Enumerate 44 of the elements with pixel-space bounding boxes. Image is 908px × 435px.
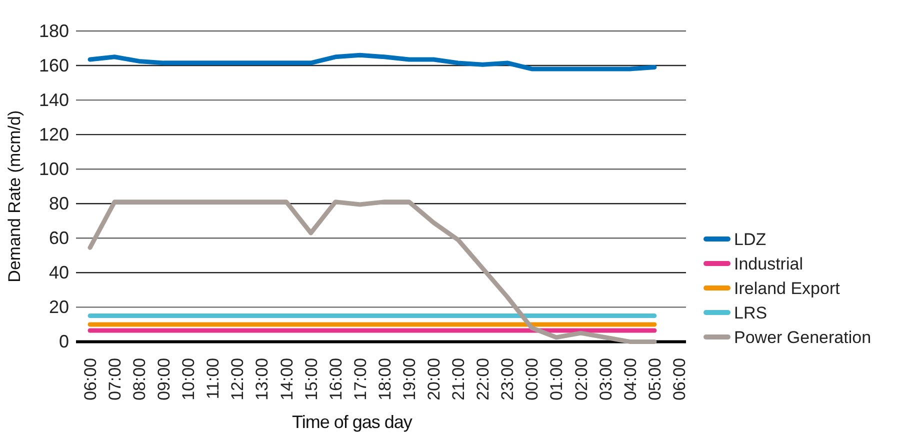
- y-tick-label: 80: [48, 193, 69, 214]
- x-tick-label: 00:00: [522, 358, 542, 400]
- x-tick-label: 17:00: [350, 358, 370, 400]
- x-tick-label: 18:00: [375, 358, 394, 400]
- line-series: [88, 200, 657, 344]
- legend-label: Ireland Export: [734, 278, 840, 298]
- x-tick-label: 19:00: [400, 358, 419, 400]
- x-tick-label: 13:00: [252, 358, 272, 400]
- y-tick-label: 20: [48, 296, 69, 317]
- y-tick-label: 120: [38, 124, 69, 144]
- y-tick-label: 40: [48, 262, 69, 282]
- x-tick-label: 21:00: [449, 358, 468, 400]
- y-tick-label: 0: [58, 331, 69, 352]
- x-tick-label: 06:00: [80, 358, 100, 400]
- legend-label: Industrial: [734, 254, 803, 274]
- y-tick-label: 140: [38, 90, 69, 110]
- x-tick-label: 15:00: [302, 358, 321, 400]
- x-tick-label: 07:00: [105, 358, 124, 400]
- y-axis-title: Demand Rate (mcm/d): [5, 110, 24, 282]
- x-tick-label: 16:00: [326, 358, 346, 400]
- y-tick-label: 180: [38, 20, 69, 41]
- line-series: [88, 52, 657, 72]
- x-tick-label: 10:00: [179, 358, 198, 400]
- y-tick-label: 100: [38, 158, 69, 179]
- x-tick-label: 03:00: [596, 358, 616, 400]
- legend-label: LDZ: [734, 230, 766, 249]
- x-tick-label: 11:00: [204, 358, 223, 400]
- x-tick-label: 20:00: [424, 358, 444, 400]
- y-tick-label: 160: [38, 55, 69, 76]
- x-tick-label: 22:00: [474, 358, 493, 400]
- x-tick-label: 05:00: [645, 358, 664, 400]
- x-axis-title: Time of gas day: [292, 412, 412, 432]
- x-tick-label: 01:00: [547, 358, 566, 400]
- x-tick-label: 04:00: [620, 358, 640, 400]
- x-tick-label: 08:00: [130, 358, 150, 400]
- y-tick-label: 60: [48, 228, 69, 248]
- x-tick-label: 23:00: [498, 358, 518, 400]
- x-tick-label: 02:00: [572, 358, 591, 400]
- legend-label: LRS: [734, 303, 768, 322]
- legend-label: Power Generation: [734, 328, 872, 347]
- x-tick-label: 12:00: [228, 358, 248, 400]
- x-tick-label: 06:00: [670, 358, 689, 400]
- x-tick-label: 09:00: [154, 358, 174, 400]
- x-tick-label: 14:00: [277, 358, 296, 400]
